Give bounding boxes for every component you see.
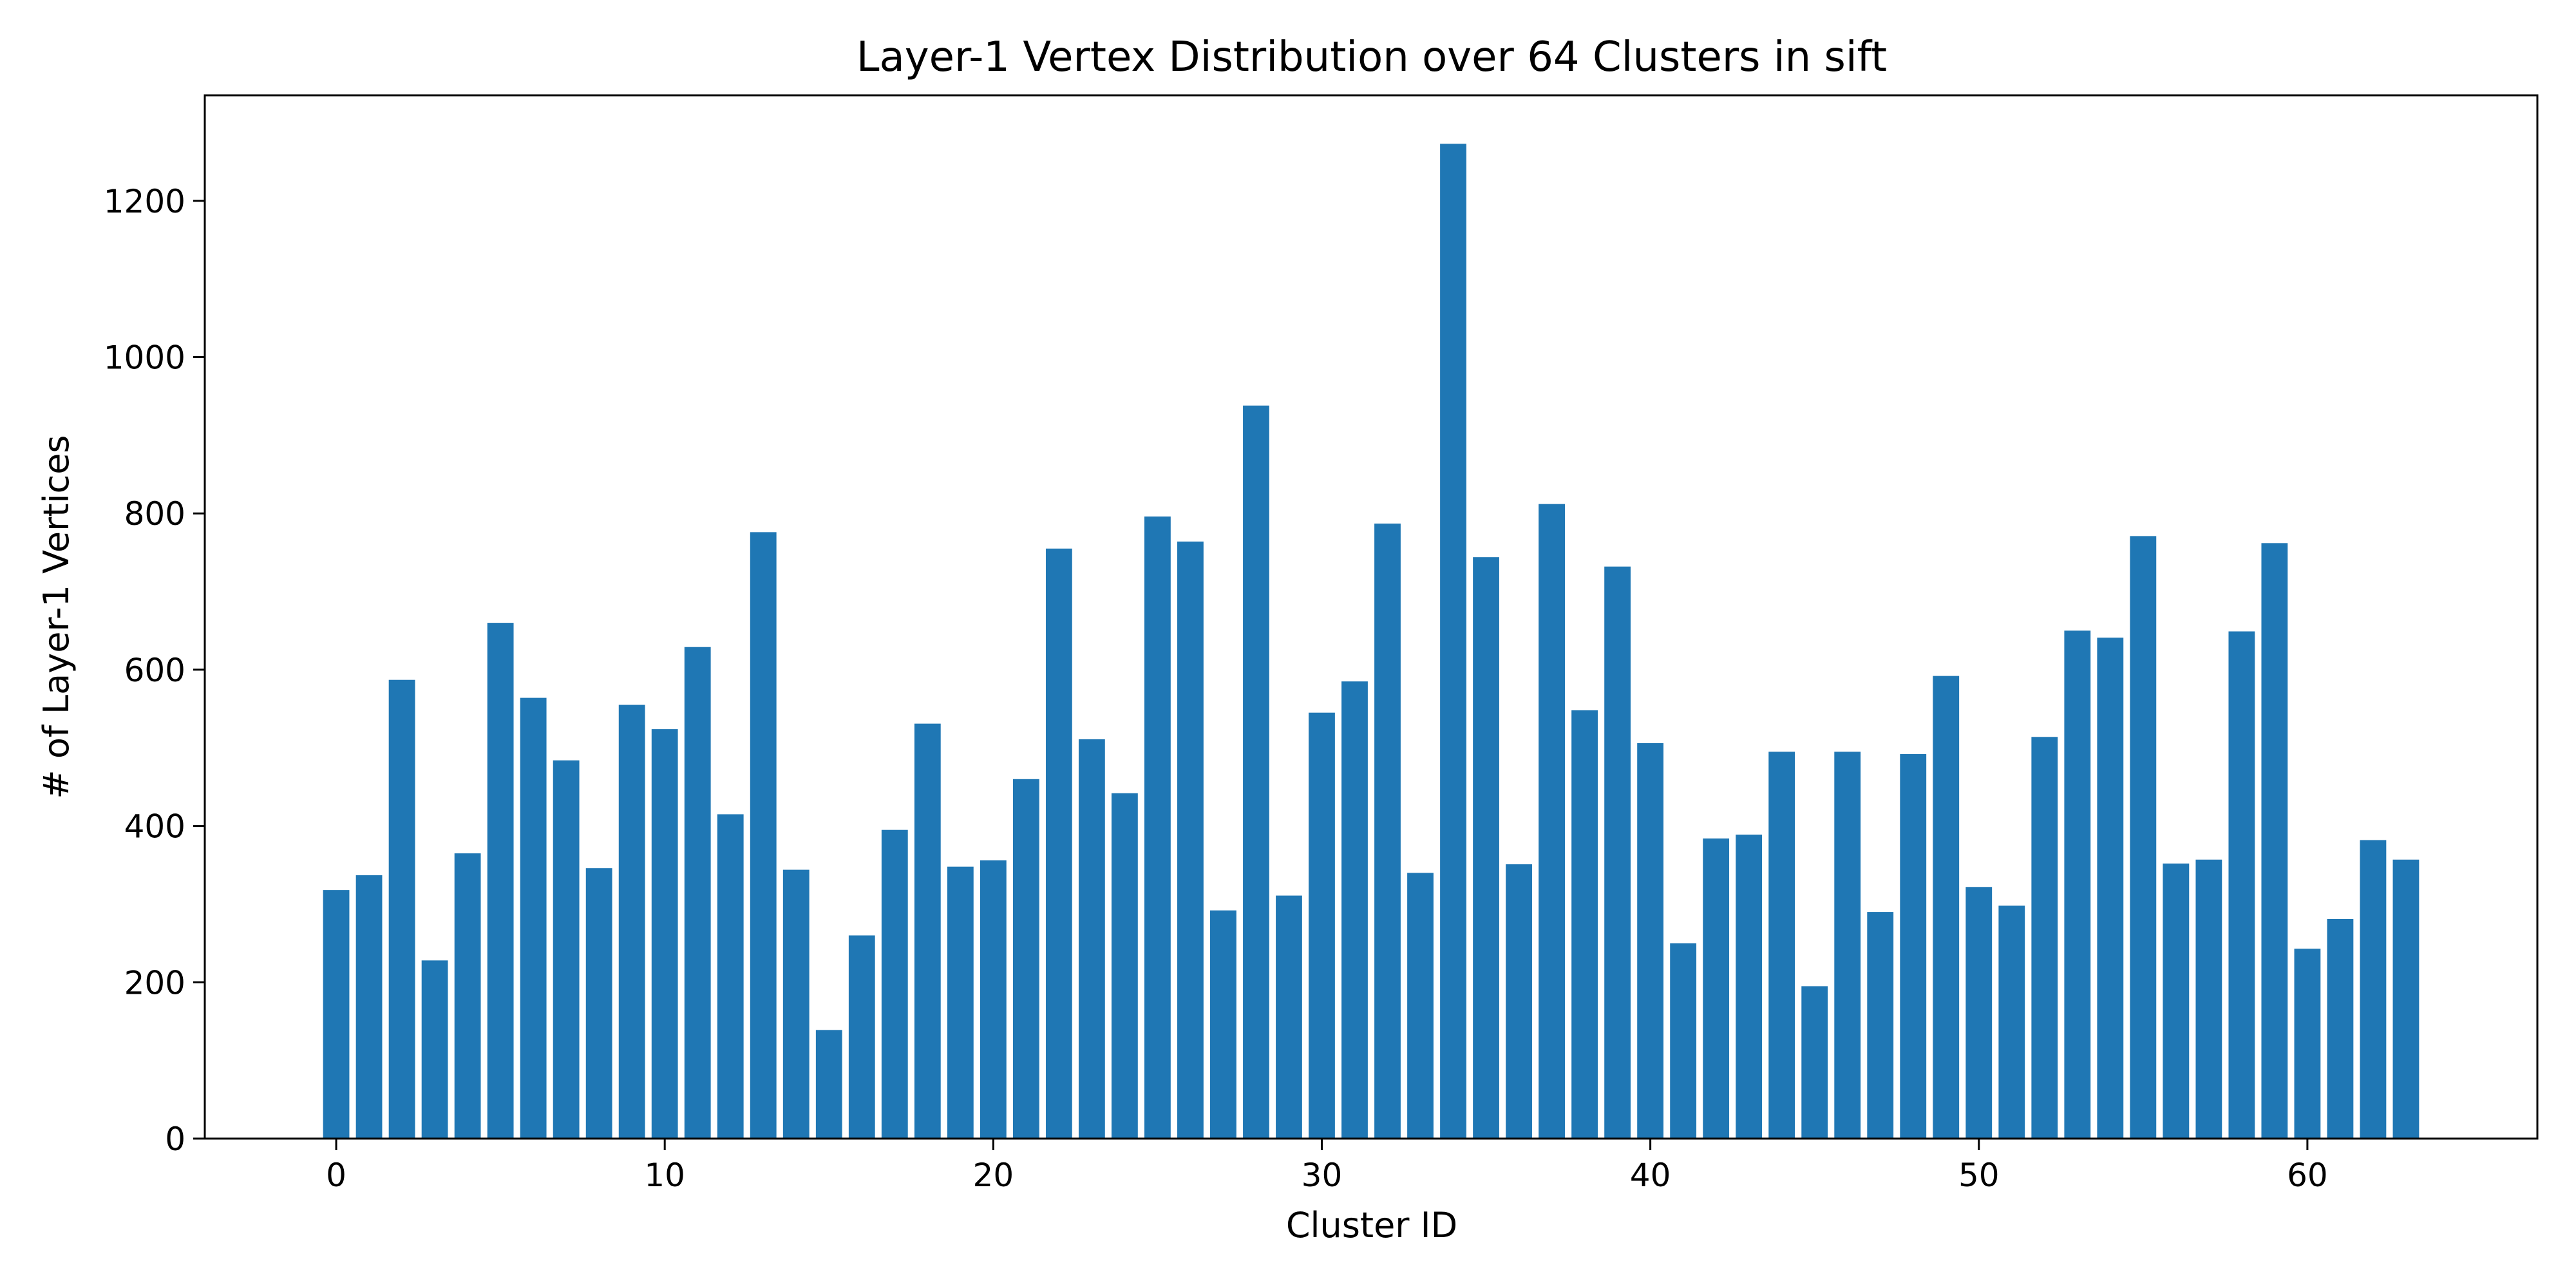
- bar-cluster-48: [1900, 753, 1927, 1139]
- bar-cluster-24: [1111, 793, 1138, 1139]
- bar-cluster-11: [684, 647, 711, 1139]
- bar-cluster-25: [1144, 516, 1171, 1139]
- bar-cluster-28: [1243, 405, 1269, 1139]
- y-tick-label: 200: [124, 964, 185, 1001]
- bar-cluster-15: [815, 1030, 842, 1139]
- bar-cluster-39: [1604, 566, 1631, 1139]
- bar-cluster-30: [1309, 712, 1335, 1139]
- x-tick-label: 20: [973, 1157, 1014, 1194]
- bar-cluster-10: [651, 729, 678, 1139]
- bar-cluster-47: [1867, 912, 1894, 1139]
- bar-cluster-42: [1703, 838, 1730, 1139]
- bar-cluster-53: [2064, 630, 2091, 1139]
- chart-title: Layer-1 Vertex Distribution over 64 Clus…: [857, 33, 1887, 81]
- bar-cluster-17: [881, 829, 908, 1139]
- bar-cluster-57: [2195, 859, 2222, 1139]
- bar-cluster-4: [454, 853, 481, 1139]
- bar-cluster-34: [1440, 144, 1466, 1139]
- bar-cluster-59: [2261, 543, 2288, 1139]
- bar-cluster-38: [1571, 710, 1598, 1139]
- y-tick-label: 800: [124, 495, 185, 533]
- bar-cluster-22: [1045, 548, 1072, 1139]
- bar-cluster-18: [914, 723, 941, 1139]
- x-tick-label: 0: [326, 1157, 346, 1194]
- bar-cluster-20: [980, 860, 1007, 1139]
- y-axis-ticks: 0 200 400 600 800 1000 1200: [104, 183, 205, 1158]
- bar-cluster-5: [487, 623, 514, 1139]
- x-tick-label: 10: [644, 1157, 685, 1194]
- bar-cluster-16: [848, 935, 875, 1139]
- bar-cluster-2: [388, 679, 415, 1139]
- bar-cluster-8: [585, 868, 612, 1139]
- y-tick-label: 1200: [104, 183, 185, 220]
- x-tick-label: 40: [1630, 1157, 1671, 1194]
- bar-cluster-43: [1736, 834, 1763, 1139]
- bar-cluster-56: [2163, 863, 2190, 1139]
- bar-cluster-14: [782, 869, 810, 1139]
- plot-frame: [204, 94, 2539, 1140]
- x-tick-label: 30: [1302, 1157, 1343, 1194]
- bar-cluster-55: [2130, 536, 2157, 1139]
- bar-cluster-52: [2031, 737, 2058, 1139]
- bar-cluster-1: [355, 875, 383, 1139]
- bar-cluster-32: [1374, 523, 1401, 1139]
- y-tick-label: 1000: [104, 339, 185, 377]
- bar-cluster-62: [2360, 840, 2387, 1139]
- bar-cluster-33: [1407, 873, 1434, 1139]
- bar-cluster-0: [323, 890, 350, 1139]
- bar-cluster-54: [2097, 638, 2124, 1139]
- bar-cluster-37: [1539, 504, 1565, 1139]
- bar-cluster-19: [947, 866, 974, 1139]
- bar-cluster-7: [553, 760, 580, 1139]
- bar-cluster-23: [1078, 739, 1105, 1139]
- bar-cluster-40: [1637, 743, 1664, 1139]
- bar-cluster-9: [618, 705, 645, 1139]
- bar-cluster-35: [1473, 557, 1499, 1139]
- x-tick-label: 60: [2287, 1157, 2328, 1194]
- bar-cluster-6: [520, 697, 547, 1139]
- y-axis-label: # of Layer-1 Vertices: [36, 435, 77, 799]
- bar-cluster-27: [1210, 910, 1236, 1139]
- y-tick-label: 600: [124, 652, 185, 689]
- bar-cluster-44: [1768, 752, 1795, 1139]
- bar-cluster-13: [750, 532, 777, 1139]
- x-tick-label: 50: [1958, 1157, 2000, 1194]
- bar-cluster-51: [1998, 905, 2025, 1139]
- bar-cluster-3: [421, 960, 448, 1139]
- bar-cluster-49: [1933, 676, 1960, 1139]
- bar-cluster-58: [2228, 631, 2255, 1139]
- bars: [323, 144, 2420, 1139]
- bar-cluster-45: [1801, 986, 1828, 1139]
- y-tick-label: 400: [124, 808, 185, 846]
- bar-cluster-31: [1341, 681, 1368, 1139]
- bar-cluster-61: [2327, 919, 2354, 1139]
- bar-cluster-29: [1276, 895, 1302, 1139]
- x-axis-ticks: 0 10 20 30 40 50 60: [326, 1139, 2328, 1194]
- bar-cluster-36: [1506, 864, 1532, 1139]
- bar-cluster-12: [717, 814, 744, 1139]
- bar-cluster-41: [1670, 943, 1697, 1139]
- bar-cluster-21: [1012, 779, 1039, 1139]
- bar-cluster-63: [2392, 859, 2420, 1139]
- bar-cluster-50: [1965, 887, 1993, 1139]
- bar-cluster-26: [1177, 541, 1204, 1139]
- bar-cluster-60: [2294, 949, 2321, 1139]
- y-tick-label: 0: [165, 1121, 185, 1158]
- bar-cluster-46: [1834, 752, 1861, 1139]
- x-axis-label: Cluster ID: [1286, 1205, 1457, 1245]
